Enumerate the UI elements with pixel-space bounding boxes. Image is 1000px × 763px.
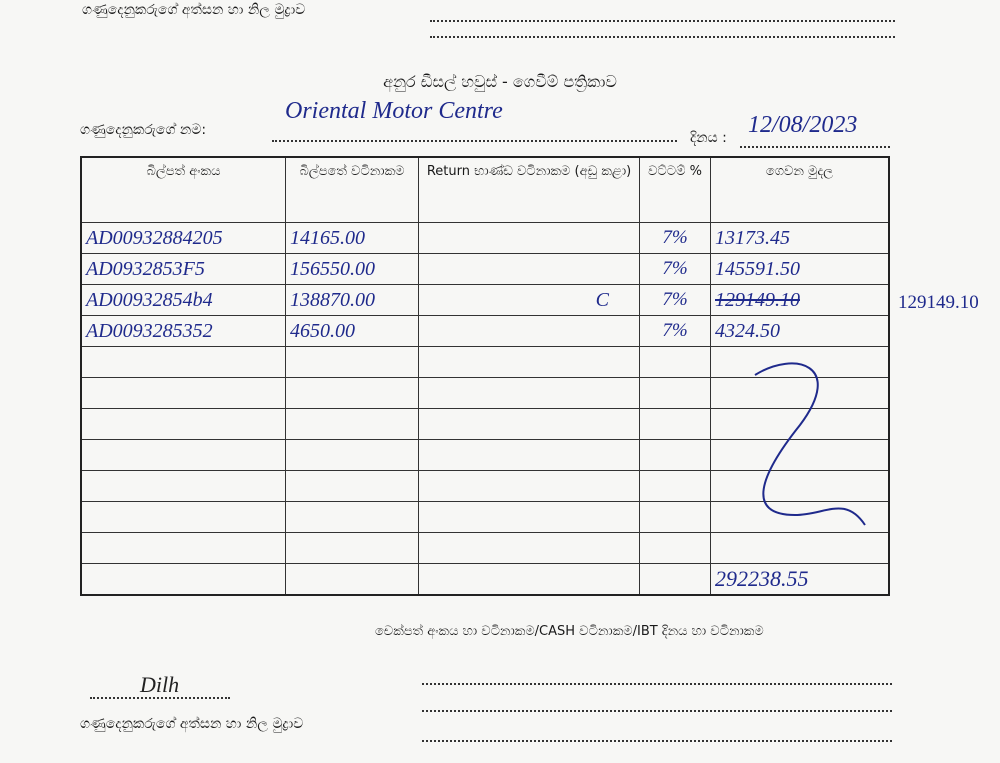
empty-row [80,532,890,564]
col-bill-no: බිල්පත් අංකය [80,156,286,223]
payment: 145591.50 [710,253,890,285]
empty-row [80,408,890,440]
discount: 7% [639,253,711,285]
payment-table: බිල්පත් අංකය බිල්පතේ වටිනාකම Return භාණ්… [80,156,890,596]
customer-name: Oriental Motor Centre [285,98,503,124]
customer-line [272,140,677,142]
page-title: අනුර ඩීසල් හවුස් - ගෙවීම් පත්‍රිකාව [383,72,617,91]
top-dotted-line [430,36,895,38]
signature-line [90,697,230,699]
bill-no: AD00932854b4 [80,284,286,316]
table-row: AD00932854b4 138870.00 C 7% 129149.10 [80,284,890,316]
table-row: AD0093285352 4650.00 7% 4324.50 [80,315,890,347]
payment-detail-line [422,740,892,742]
customer-label: ගණුදෙනුකරුගේ නම: [80,122,207,138]
total-payment: 292238.55 [710,563,890,596]
col-payment: ගෙවන මුදල [710,156,890,223]
bill-value: 14165.00 [285,222,419,254]
date-line [740,146,890,148]
top-signature-label: ගණුදෙනුකරුගේ අත්සන හා නිල මුද්‍රාව [82,2,306,18]
signature-label: ගණුදෙනුකරුගේ අත්සන හා නිල මුද්‍රාව [80,716,304,732]
discount: 7% [639,284,711,316]
discount: 7% [639,222,711,254]
total-row: 292238.55 [80,563,890,596]
bill-value: 138870.00 [285,284,419,316]
bill-no: AD0932853F5 [80,253,286,285]
discount: 7% [639,315,711,347]
date-value: 12/08/2023 [748,112,858,138]
bill-no: AD0093285352 [80,315,286,347]
table-header: බිල්පත් අංකය බිල්පතේ වටිනාකම Return භාණ්… [80,156,890,223]
col-bill-value: බිල්පතේ වටිනාකම [285,156,419,223]
payment-detail-line [422,710,892,712]
bill-no: AD00932884205 [80,222,286,254]
bill-value: 156550.00 [285,253,419,285]
payment-correction-note: 129149.10 [898,292,979,313]
empty-row [80,346,890,378]
return-value [418,222,640,254]
date-label: දිනය : [690,130,727,146]
empty-row [80,439,890,471]
top-dotted-line [430,20,895,22]
payment-details-label: චෙක්පත් අංකය හා වටිනාකම/CASH වටිනාකම/IBT… [375,624,764,639]
col-return-value: Return භාණ්ඩ වටිනාකම (අඩු කළා) [418,156,640,223]
return-value [418,315,640,347]
signature: Dilh [140,672,180,697]
payment: 129149.10 [710,284,890,316]
payment: 4324.50 [710,315,890,347]
col-discount: වට්ටම් % [639,156,711,223]
table-row: AD0932853F5 156550.00 7% 145591.50 [80,253,890,285]
return-value: C [418,284,640,316]
payment: 13173.45 [710,222,890,254]
table-row: AD00932884205 14165.00 7% 13173.45 [80,222,890,254]
return-value [418,253,640,285]
payment-detail-line [422,683,892,685]
bill-value: 4650.00 [285,315,419,347]
scribble-mark [754,362,866,526]
